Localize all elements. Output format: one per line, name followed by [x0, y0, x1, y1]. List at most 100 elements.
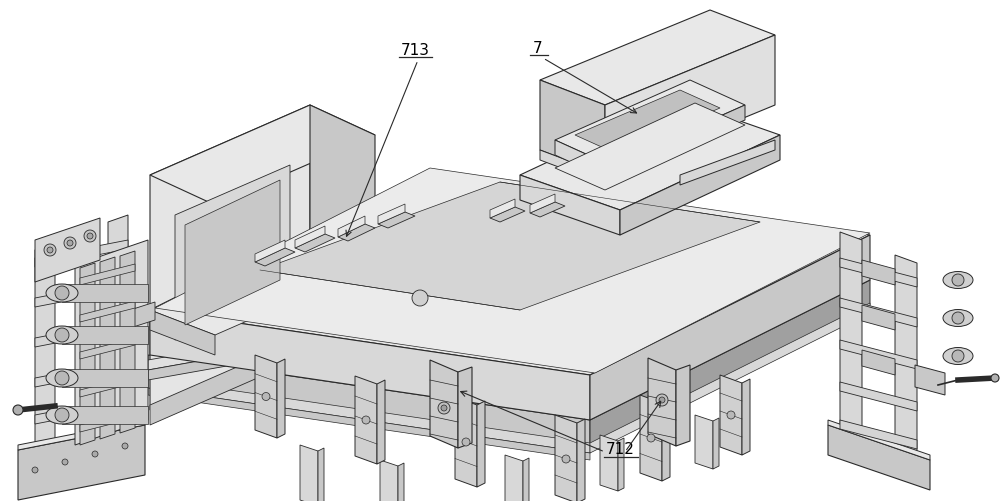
Polygon shape	[490, 199, 515, 218]
Polygon shape	[742, 379, 750, 455]
Circle shape	[32, 467, 38, 473]
Polygon shape	[490, 207, 525, 222]
Polygon shape	[35, 360, 128, 387]
Circle shape	[62, 459, 68, 465]
Polygon shape	[377, 380, 385, 464]
Polygon shape	[520, 175, 620, 235]
Polygon shape	[80, 411, 135, 432]
Polygon shape	[620, 135, 780, 235]
Text: 7: 7	[533, 41, 543, 56]
Polygon shape	[130, 302, 155, 328]
Ellipse shape	[943, 272, 973, 289]
Circle shape	[55, 286, 69, 300]
Circle shape	[647, 434, 655, 442]
Polygon shape	[840, 258, 917, 287]
Polygon shape	[80, 301, 135, 322]
Polygon shape	[150, 310, 590, 420]
Polygon shape	[108, 215, 128, 435]
Circle shape	[952, 274, 964, 286]
Circle shape	[55, 328, 69, 342]
Polygon shape	[828, 425, 930, 490]
Polygon shape	[35, 243, 55, 462]
Circle shape	[438, 402, 450, 414]
Circle shape	[362, 416, 370, 424]
Circle shape	[87, 233, 93, 239]
Text: 712: 712	[606, 442, 634, 457]
Polygon shape	[378, 212, 415, 228]
Polygon shape	[148, 378, 590, 453]
Circle shape	[659, 397, 665, 403]
Polygon shape	[185, 180, 280, 325]
Polygon shape	[590, 252, 840, 400]
Polygon shape	[605, 35, 775, 175]
Polygon shape	[540, 80, 605, 175]
Polygon shape	[895, 255, 917, 455]
Polygon shape	[840, 340, 917, 369]
Polygon shape	[310, 105, 375, 370]
Circle shape	[262, 392, 270, 400]
Polygon shape	[915, 365, 945, 395]
Polygon shape	[540, 10, 775, 105]
Polygon shape	[676, 365, 690, 446]
Polygon shape	[505, 455, 523, 501]
Polygon shape	[840, 298, 917, 327]
Polygon shape	[862, 350, 895, 375]
Polygon shape	[80, 376, 135, 397]
Polygon shape	[662, 399, 670, 481]
Polygon shape	[380, 460, 398, 501]
Polygon shape	[680, 140, 775, 185]
Polygon shape	[555, 415, 577, 501]
Polygon shape	[150, 105, 310, 410]
Polygon shape	[338, 216, 365, 237]
Polygon shape	[695, 415, 713, 469]
Circle shape	[122, 443, 128, 449]
Polygon shape	[300, 445, 318, 501]
Polygon shape	[555, 140, 610, 180]
Polygon shape	[150, 335, 310, 425]
Polygon shape	[577, 419, 585, 501]
Circle shape	[64, 237, 76, 249]
Polygon shape	[255, 355, 277, 438]
Circle shape	[441, 405, 447, 411]
Polygon shape	[430, 360, 458, 448]
Circle shape	[55, 371, 69, 385]
Polygon shape	[18, 420, 145, 450]
Polygon shape	[840, 382, 917, 411]
Ellipse shape	[46, 326, 78, 344]
Circle shape	[462, 438, 470, 446]
Circle shape	[47, 247, 53, 253]
Polygon shape	[555, 80, 745, 165]
Polygon shape	[62, 406, 148, 424]
Polygon shape	[148, 247, 840, 380]
Circle shape	[952, 350, 964, 362]
Polygon shape	[35, 320, 128, 347]
Polygon shape	[455, 397, 477, 487]
Polygon shape	[640, 395, 662, 481]
Circle shape	[412, 290, 428, 306]
Polygon shape	[175, 165, 290, 340]
Polygon shape	[828, 420, 930, 460]
Polygon shape	[150, 105, 375, 205]
Polygon shape	[35, 218, 100, 282]
Circle shape	[84, 230, 96, 242]
Polygon shape	[338, 224, 375, 241]
Polygon shape	[318, 448, 324, 501]
Polygon shape	[150, 310, 215, 355]
Polygon shape	[35, 280, 128, 307]
Circle shape	[991, 374, 999, 382]
Polygon shape	[618, 438, 624, 491]
Polygon shape	[575, 90, 720, 153]
Polygon shape	[148, 237, 840, 370]
Polygon shape	[840, 420, 917, 449]
Polygon shape	[862, 305, 895, 330]
Polygon shape	[277, 359, 285, 438]
Ellipse shape	[943, 348, 973, 365]
Polygon shape	[600, 435, 618, 491]
Circle shape	[55, 408, 69, 422]
Polygon shape	[295, 234, 335, 252]
Polygon shape	[713, 418, 719, 469]
Text: 713: 713	[400, 43, 430, 58]
Polygon shape	[62, 284, 148, 302]
Polygon shape	[120, 251, 135, 433]
Circle shape	[727, 411, 735, 419]
